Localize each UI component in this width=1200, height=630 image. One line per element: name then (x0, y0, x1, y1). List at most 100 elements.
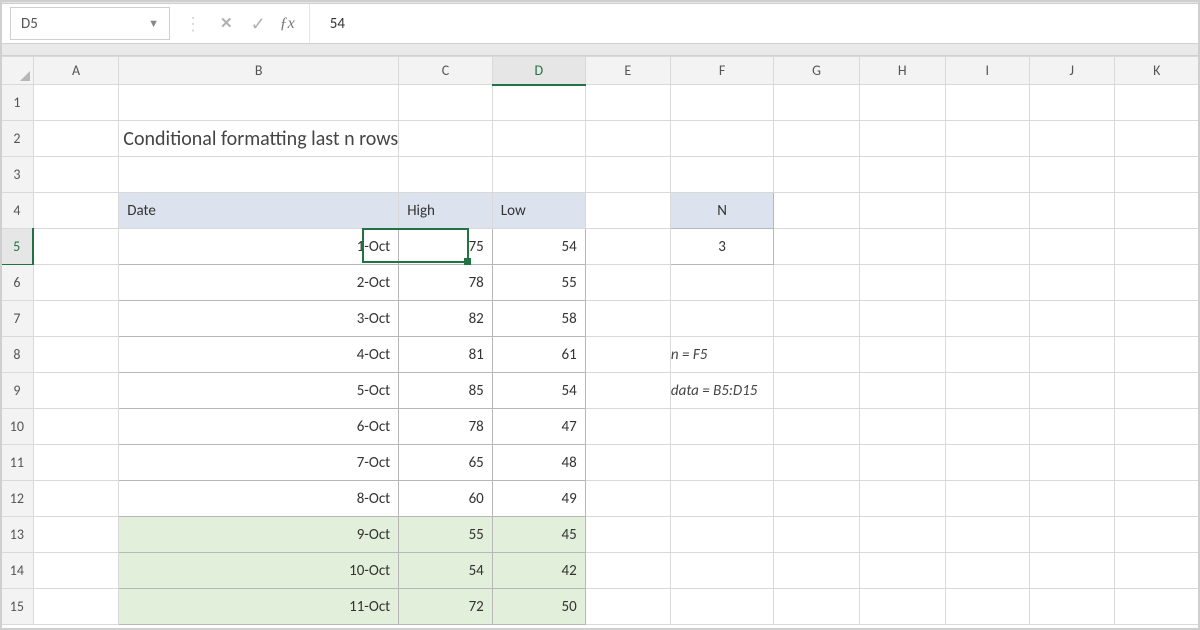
table-header-date[interactable]: Date (119, 193, 399, 229)
row-header-1[interactable]: 1 (1, 85, 34, 121)
cell-J9[interactable] (1029, 373, 1114, 409)
fx-icon[interactable]: ƒx (280, 4, 309, 43)
cell-G4[interactable] (774, 193, 860, 229)
table-cell[interactable]: 82 (399, 301, 493, 337)
table-cell[interactable]: 4-Oct (119, 337, 399, 373)
cell-J12[interactable] (1029, 481, 1114, 517)
cell-I8[interactable] (945, 337, 1029, 373)
cell-H4[interactable] (859, 193, 945, 229)
table-cell[interactable]: 9-Oct (119, 517, 399, 553)
cell-H12[interactable] (859, 481, 945, 517)
cell-J8[interactable] (1029, 337, 1114, 373)
cell-J3[interactable] (1029, 157, 1114, 193)
cell-A4[interactable] (33, 193, 118, 229)
cell-A11[interactable] (33, 445, 118, 481)
cell-G1[interactable] (774, 85, 860, 121)
cell-H9[interactable] (859, 373, 945, 409)
cell-H14[interactable] (859, 553, 945, 589)
col-header-K[interactable]: K (1114, 57, 1199, 85)
cell-I6[interactable] (945, 265, 1029, 301)
cell-K13[interactable] (1114, 517, 1199, 553)
n-header[interactable]: N (670, 193, 773, 229)
cell-A8[interactable] (33, 337, 118, 373)
table-cell[interactable]: 8-Oct (119, 481, 399, 517)
cell-A7[interactable] (33, 301, 118, 337)
cell-H11[interactable] (859, 445, 945, 481)
table-cell[interactable]: 50 (492, 589, 585, 625)
name-box[interactable]: D5 ▼ (10, 7, 170, 40)
formula-input[interactable]: 54 (309, 4, 1200, 43)
cell-J15[interactable] (1029, 589, 1114, 625)
row-header-3[interactable]: 3 (1, 157, 34, 193)
cell-I11[interactable] (945, 445, 1029, 481)
cell-F6[interactable] (670, 265, 773, 301)
cell-F12[interactable] (670, 481, 773, 517)
cell-E7[interactable] (585, 301, 670, 337)
cell-K9[interactable] (1114, 373, 1199, 409)
cell-F2[interactable] (670, 121, 773, 157)
cell-F7[interactable] (670, 301, 773, 337)
cell-D2[interactable] (492, 121, 585, 157)
cell-D1[interactable] (492, 85, 585, 121)
row-header-2[interactable]: 2 (1, 121, 34, 157)
cell-A12[interactable] (33, 481, 118, 517)
cell-K8[interactable] (1114, 337, 1199, 373)
table-cell[interactable]: 81 (399, 337, 493, 373)
cell-K7[interactable] (1114, 301, 1199, 337)
cell-F13[interactable] (670, 517, 773, 553)
cell-I4[interactable] (945, 193, 1029, 229)
cell-A14[interactable] (33, 553, 118, 589)
cell-I15[interactable] (945, 589, 1029, 625)
cell-H8[interactable] (859, 337, 945, 373)
cell-F1[interactable] (670, 85, 773, 121)
n-value[interactable]: 3 (670, 229, 773, 265)
table-cell[interactable]: 78 (399, 265, 493, 301)
cell-J4[interactable] (1029, 193, 1114, 229)
cell-B3[interactable] (119, 157, 399, 193)
cell-J14[interactable] (1029, 553, 1114, 589)
table-cell[interactable]: 78 (399, 409, 493, 445)
cell-F11[interactable] (670, 445, 773, 481)
table-cell[interactable]: 47 (492, 409, 585, 445)
row-header-9[interactable]: 9 (1, 373, 34, 409)
cell-I5[interactable] (945, 229, 1029, 265)
cell-C3[interactable] (399, 157, 493, 193)
cell-I2[interactable] (945, 121, 1029, 157)
cell-E3[interactable] (585, 157, 670, 193)
cell-H6[interactable] (859, 265, 945, 301)
table-cell[interactable]: 7-Oct (119, 445, 399, 481)
cell-G12[interactable] (774, 481, 860, 517)
cell-I7[interactable] (945, 301, 1029, 337)
cell-E13[interactable] (585, 517, 670, 553)
table-cell[interactable]: 85 (399, 373, 493, 409)
table-cell[interactable]: 2-Oct (119, 265, 399, 301)
cell-I1[interactable] (945, 85, 1029, 121)
cell-J13[interactable] (1029, 517, 1114, 553)
cell-G6[interactable] (774, 265, 860, 301)
worksheet-grid[interactable]: ABCDEFGHIJK12Conditional formatting last… (0, 56, 1200, 625)
cell-H10[interactable] (859, 409, 945, 445)
cell-E6[interactable] (585, 265, 670, 301)
cell-E9[interactable] (585, 373, 670, 409)
cell-E8[interactable] (585, 337, 670, 373)
table-cell[interactable]: 54 (492, 229, 585, 265)
table-cell[interactable]: 42 (492, 553, 585, 589)
col-header-E[interactable]: E (585, 57, 670, 85)
table-cell[interactable]: 65 (399, 445, 493, 481)
table-header-high[interactable]: High (399, 193, 493, 229)
cell-I9[interactable] (945, 373, 1029, 409)
cell-E14[interactable] (585, 553, 670, 589)
cell-H13[interactable] (859, 517, 945, 553)
cell-J6[interactable] (1029, 265, 1114, 301)
cell-H5[interactable] (859, 229, 945, 265)
cell-G3[interactable] (774, 157, 860, 193)
select-all-corner[interactable] (1, 57, 34, 85)
confirm-icon[interactable]: ✓ (251, 13, 266, 35)
col-header-A[interactable]: A (33, 57, 118, 85)
cell-D3[interactable] (492, 157, 585, 193)
cell-A6[interactable] (33, 265, 118, 301)
table-cell[interactable]: 75 (399, 229, 493, 265)
col-header-F[interactable]: F (670, 57, 773, 85)
row-header-5[interactable]: 5 (1, 229, 34, 265)
cell-G2[interactable] (774, 121, 860, 157)
